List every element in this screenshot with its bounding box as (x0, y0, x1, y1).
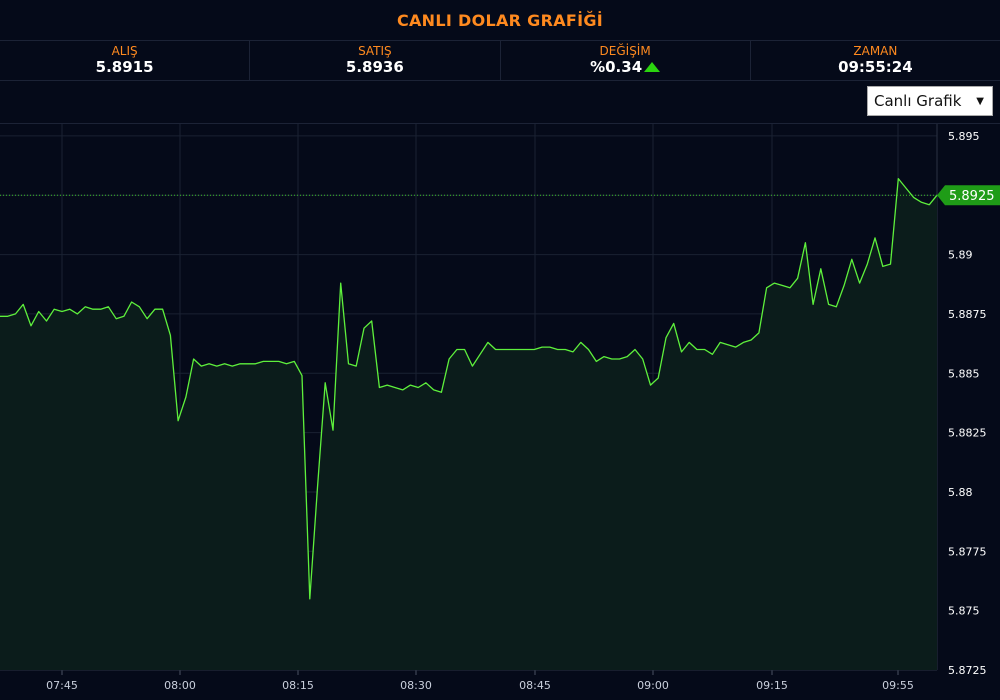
x-tick-label: 08:30 (400, 679, 432, 692)
chart: 5.895 5.8925 5.89 5.8875 5.885 5.8825 5.88 5.87… (0, 124, 1000, 692)
x-tick-label: 07:45 (46, 679, 78, 692)
chevron-down-icon: ▼ (976, 96, 984, 107)
y-tick-label: 5.8875 (948, 308, 987, 321)
page-title: CANLI DOLAR GRAFİĞİ (396, 10, 604, 30)
last-value-badge (937, 185, 1000, 206)
chart-type-select-value: Canlı Grafik (874, 92, 962, 110)
y-tick-label: 5.89 (948, 249, 973, 262)
stat-label-zaman: ZAMAN (853, 43, 898, 58)
divider (0, 123, 1000, 124)
stat-value-alis: 5.8915 (95, 57, 154, 76)
chart-type-select[interactable]: Canlı Grafik ▼ (867, 86, 993, 116)
stat-value-degisim-wrap: %0.34 (590, 57, 661, 77)
y-tick-label: 5.875 (948, 605, 980, 618)
y-tick-label: 5.885 (948, 367, 980, 380)
stats-row: ALIŞ 5.8915 SATIŞ 5.8936 DEĞİŞİM %0.34 Z… (0, 40, 1000, 81)
x-tick-label: 09:15 (756, 679, 788, 692)
title-bar: CANLI DOLAR GRAFİĞİ (0, 0, 1000, 41)
series-area (0, 178, 937, 670)
stat-label-satis: SATIŞ (358, 43, 392, 58)
x-tick-label: 09:55 (882, 679, 914, 692)
y-tick-label: 5.88 (948, 486, 973, 499)
stat-value-degisim: %0.34 (590, 57, 643, 76)
last-value-label: 5.8925 (949, 189, 995, 204)
x-tick-label: 09:00 (637, 679, 669, 692)
series-line (0, 177, 938, 600)
stat-zaman: ZAMAN 09:55:24 (751, 40, 1000, 80)
y-tick-label: 5.8725 (948, 664, 987, 677)
stat-label-alis: ALIŞ (111, 43, 138, 58)
stat-label-degisim: DEĞİŞİM (599, 43, 651, 58)
y-tick-label: 5.8825 (948, 427, 987, 440)
stat-value-satis: 5.8936 (345, 57, 404, 76)
x-tick-label: 08:00 (164, 679, 196, 692)
stat-degisim: DEĞİŞİM %0.34 (501, 40, 751, 80)
arrow-up-icon (644, 62, 661, 72)
y-tick-label: 5.895 (948, 130, 980, 143)
stat-alis: ALIŞ 5.8915 (0, 40, 251, 80)
stat-satis: SATIŞ 5.8936 (250, 40, 501, 80)
stat-value-zaman: 09:55:24 (838, 57, 913, 76)
y-tick-label: 5.8775 (948, 545, 987, 558)
x-tick-label: 08:45 (519, 679, 551, 692)
x-tick-label: 08:15 (282, 679, 314, 692)
